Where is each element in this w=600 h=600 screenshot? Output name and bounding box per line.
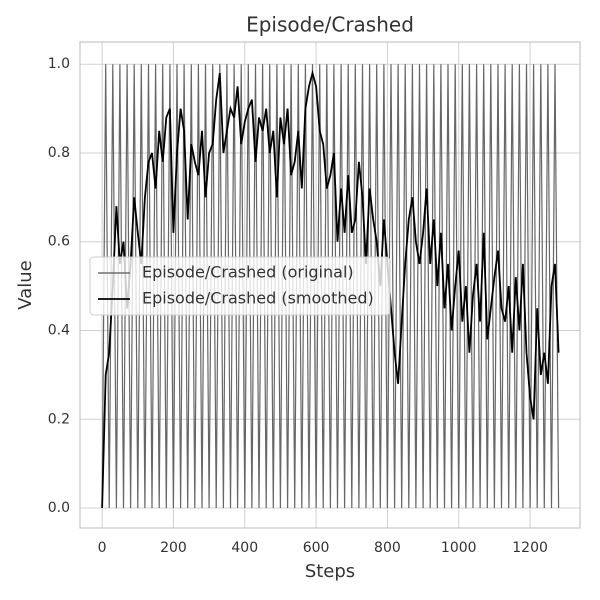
y-axis-label: Value bbox=[15, 260, 36, 309]
x-tick-label: 1000 bbox=[441, 540, 477, 556]
x-tick-label: 0 bbox=[98, 540, 107, 556]
chart-title: Episode/Crashed bbox=[246, 13, 414, 37]
x-tick-label: 600 bbox=[303, 540, 330, 556]
legend-label: Episode/Crashed (original) bbox=[142, 263, 354, 282]
y-tick-label: 0.8 bbox=[48, 145, 70, 161]
legend-label: Episode/Crashed (smoothed) bbox=[142, 289, 374, 308]
series-line bbox=[101, 64, 560, 509]
x-tick-label: 200 bbox=[160, 540, 187, 556]
y-tick-label: 0.6 bbox=[48, 234, 70, 250]
legend: Episode/Crashed (original) Episode/Crashe… bbox=[89, 256, 391, 316]
legend-box bbox=[89, 256, 391, 316]
plot-frame bbox=[79, 41, 581, 529]
x-tick-label: 1200 bbox=[512, 540, 548, 556]
y-tick-label: 0.4 bbox=[48, 322, 70, 338]
series-line bbox=[101, 69, 560, 509]
y-tick-label: 0.0 bbox=[48, 500, 70, 516]
x-axis-label: Steps bbox=[305, 561, 355, 582]
x-tick-label: 800 bbox=[374, 540, 401, 556]
y-tick-label: 0.2 bbox=[48, 411, 70, 427]
x-tick-label: 400 bbox=[231, 540, 258, 556]
y-tick-label: 1.0 bbox=[48, 56, 70, 72]
